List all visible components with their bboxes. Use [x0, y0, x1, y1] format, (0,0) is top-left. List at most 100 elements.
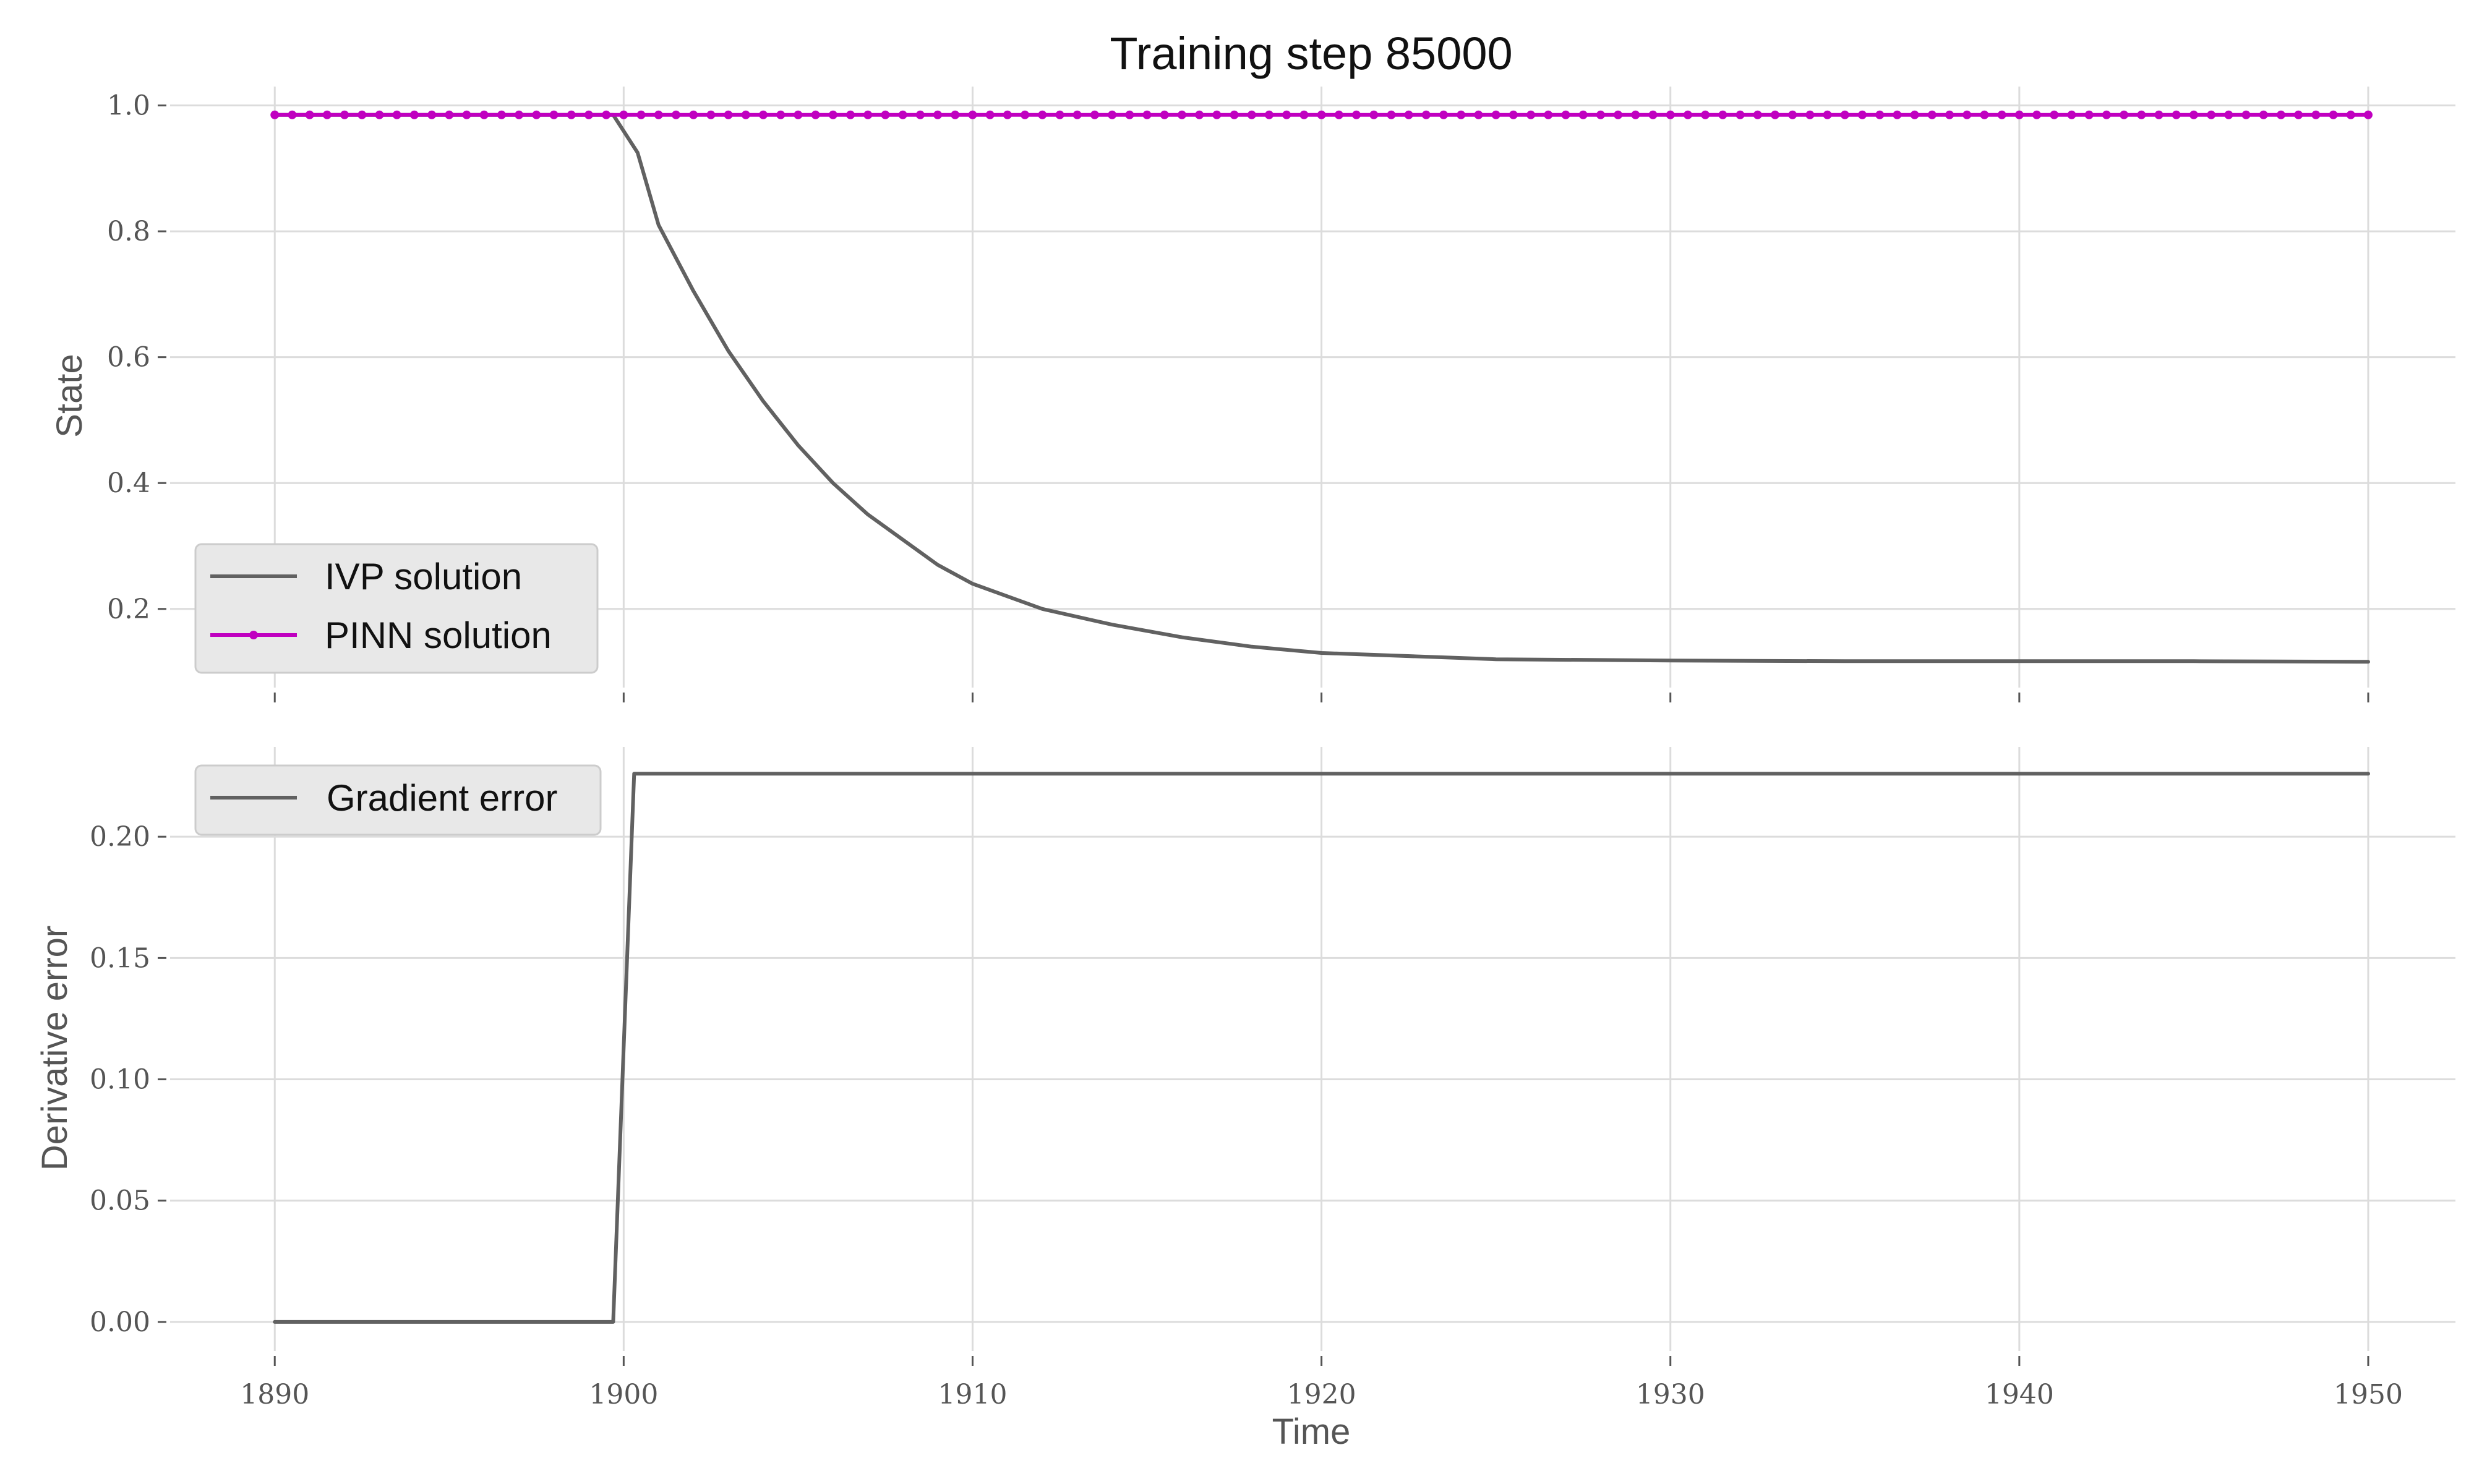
data-point-pinn-solution — [1177, 110, 1186, 119]
data-point-pinn-solution — [375, 110, 384, 119]
data-point-pinn-solution — [1718, 110, 1727, 119]
data-point-pinn-solution — [1997, 110, 2006, 119]
data-point-pinn-solution — [1526, 110, 1536, 119]
data-point-pinn-solution — [1491, 110, 1500, 119]
data-point-pinn-solution — [322, 110, 332, 119]
derivative-legend-box — [194, 764, 602, 836]
data-point-pinn-solution — [1805, 110, 1815, 119]
data-point-pinn-solution — [1736, 110, 1745, 119]
data-point-pinn-solution — [619, 110, 628, 119]
data-point-pinn-solution — [1387, 110, 1396, 119]
data-point-pinn-solution — [1875, 110, 1885, 119]
data-point-pinn-solution — [1299, 110, 1309, 119]
data-point-pinn-solution — [1753, 110, 1762, 119]
data-point-pinn-solution — [1963, 110, 1972, 119]
state-gridlines — [170, 87, 2455, 688]
data-point-pinn-solution — [2154, 110, 2164, 119]
data-point-pinn-solution — [933, 110, 943, 119]
legend-marker-pinn-solution — [249, 631, 258, 639]
state-y-tick-label: 1.0 — [107, 90, 150, 122]
data-point-pinn-solution — [2032, 110, 2042, 119]
data-point-pinn-solution — [1108, 110, 1117, 119]
data-point-pinn-solution — [2346, 110, 2355, 119]
data-point-pinn-solution — [1840, 110, 1849, 119]
data-point-pinn-solution — [1596, 110, 1605, 119]
data-point-pinn-solution — [863, 110, 873, 119]
data-point-pinn-solution — [532, 110, 541, 119]
data-point-pinn-solution — [549, 110, 559, 119]
data-point-pinn-solution — [2084, 110, 2094, 119]
data-point-pinn-solution — [1334, 110, 1343, 119]
data-point-pinn-solution — [985, 110, 995, 119]
data-point-pinn-solution — [1003, 110, 1012, 119]
data-point-pinn-solution — [1683, 110, 1692, 119]
data-point-pinn-solution — [2102, 110, 2111, 119]
data-point-pinn-solution — [1945, 110, 1954, 119]
state-y-tick-label: 0.2 — [107, 594, 150, 625]
data-point-pinn-solution — [1072, 110, 1082, 119]
data-point-pinn-solution — [1910, 110, 1919, 119]
state-y-tick-label: 0.8 — [107, 216, 150, 247]
data-point-pinn-solution — [968, 110, 977, 119]
x-tick-label: 1910 — [938, 1379, 1007, 1410]
derivative-series — [273, 772, 2370, 1324]
series-line-ivp-solution — [273, 113, 2370, 664]
derivative-gridlines — [170, 747, 2455, 1351]
x-tick-label: 1890 — [240, 1379, 309, 1410]
data-point-pinn-solution — [567, 110, 576, 119]
x-tick-label: 1940 — [1985, 1379, 2054, 1410]
derivative-y-tick-label: 0.00 — [90, 1307, 150, 1338]
data-point-pinn-solution — [2241, 110, 2251, 119]
data-point-pinn-solution — [654, 110, 663, 119]
data-point-pinn-solution — [392, 110, 401, 119]
data-point-pinn-solution — [2120, 110, 2129, 119]
data-point-pinn-solution — [1160, 110, 1169, 119]
data-point-pinn-solution — [1701, 110, 1710, 119]
data-point-pinn-solution — [445, 110, 454, 119]
data-point-pinn-solution — [828, 110, 837, 119]
data-point-pinn-solution — [1369, 110, 1379, 119]
state-axis-ticks: 0.2 0.4 0.6 0.8 1.0 — [107, 90, 2369, 702]
data-point-pinn-solution — [584, 110, 593, 119]
data-point-pinn-solution — [741, 110, 750, 119]
data-point-pinn-solution — [1857, 110, 1867, 119]
data-point-pinn-solution — [951, 110, 960, 119]
data-point-pinn-solution — [1927, 110, 1937, 119]
data-point-pinn-solution — [881, 110, 890, 119]
data-point-pinn-solution — [706, 110, 716, 119]
data-point-pinn-solution — [2137, 110, 2146, 119]
data-point-pinn-solution — [515, 110, 524, 119]
data-point-pinn-solution — [2363, 110, 2373, 119]
data-point-pinn-solution — [846, 110, 855, 119]
data-point-pinn-solution — [1457, 110, 1466, 119]
chart-title: Training step 85000 — [1110, 28, 1512, 79]
data-point-pinn-solution — [479, 110, 489, 119]
data-point-pinn-solution — [1212, 110, 1222, 119]
x-tick-label: 1930 — [1636, 1379, 1705, 1410]
data-point-pinn-solution — [2329, 110, 2338, 119]
data-point-pinn-solution — [288, 110, 297, 119]
derivative-y-axis-label: Derivative error — [35, 926, 75, 1171]
data-point-pinn-solution — [2259, 110, 2268, 119]
data-point-pinn-solution — [794, 110, 803, 119]
data-point-pinn-solution — [1317, 110, 1326, 119]
data-point-pinn-solution — [409, 110, 419, 119]
state-panel: 0.2 0.4 0.6 0.8 1.0 State IVP solution PINN … — [49, 87, 2455, 702]
derivative-axis-ticks: 1890 1900 1910 1920 1930 1940 1950 0.00 0.05 0.10… — [90, 821, 2403, 1410]
data-point-pinn-solution — [689, 110, 698, 119]
data-point-pinn-solution — [1648, 110, 1658, 119]
data-point-pinn-solution — [1404, 110, 1413, 119]
data-point-pinn-solution — [1980, 110, 1989, 119]
data-point-pinn-solution — [2311, 110, 2321, 119]
x-tick-label: 1950 — [2334, 1379, 2403, 1410]
x-tick-label: 1920 — [1287, 1379, 1356, 1410]
data-point-pinn-solution — [915, 110, 925, 119]
data-point-pinn-solution — [759, 110, 768, 119]
data-point-pinn-solution — [1614, 110, 1623, 119]
data-point-pinn-solution — [2172, 110, 2181, 119]
data-point-pinn-solution — [2067, 110, 2076, 119]
legend-label-pinn-solution: PINN solution — [325, 615, 552, 656]
data-point-pinn-solution — [497, 110, 506, 119]
state-legend: IVP solution PINN solution — [194, 543, 599, 674]
